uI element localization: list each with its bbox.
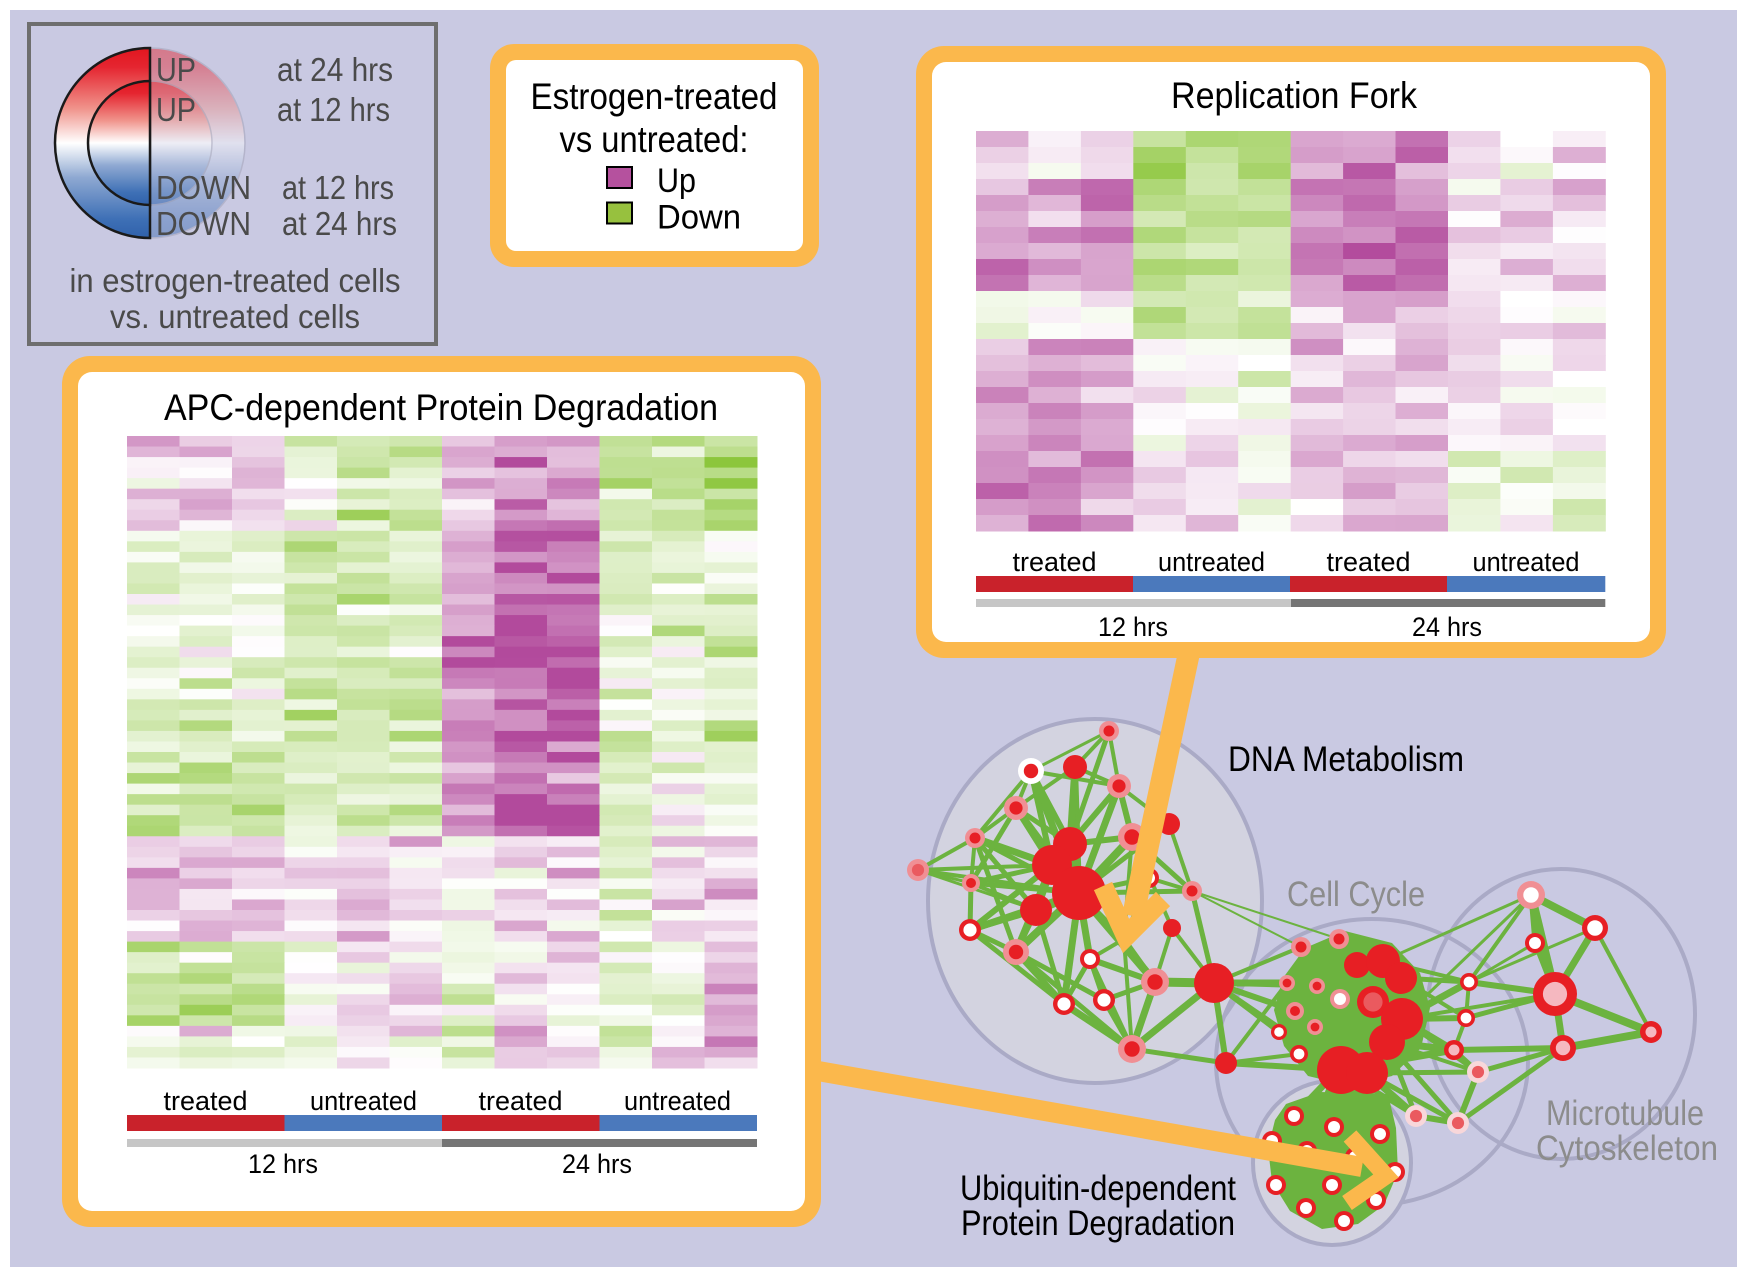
svg-text:vs. untreated cells: vs. untreated cells [110,298,360,335]
svg-text:24 hrs: 24 hrs [562,1149,632,1179]
svg-text:treated: treated [164,1086,248,1116]
svg-text:treated: treated [1013,547,1097,577]
svg-text:at 12 hrs: at 12 hrs [277,91,390,128]
svg-text:untreated: untreated [624,1086,731,1116]
svg-text:treated: treated [479,1086,563,1116]
svg-text:12 hrs: 12 hrs [248,1149,318,1179]
svg-text:DOWN: DOWN [156,205,251,242]
svg-text:at 12 hrs: at 12 hrs [282,169,394,206]
svg-text:vs untreated:: vs untreated: [560,119,749,160]
svg-text:treated: treated [1327,547,1411,577]
svg-text:UP: UP [156,91,196,128]
svg-text:DOWN: DOWN [156,169,251,206]
svg-text:Protein Degradation: Protein Degradation [961,1204,1235,1243]
svg-text:Cell Cycle: Cell Cycle [1287,875,1425,914]
svg-text:untreated: untreated [1158,547,1265,577]
svg-text:Up: Up [657,162,696,200]
svg-text:DNA Metabolism: DNA Metabolism [1228,740,1464,779]
svg-text:at 24 hrs: at 24 hrs [282,205,397,242]
svg-text:Ubiquitin-dependent: Ubiquitin-dependent [960,1169,1236,1208]
svg-text:at 24 hrs: at 24 hrs [277,51,393,88]
svg-text:Cytoskeleton: Cytoskeleton [1536,1129,1718,1168]
svg-text:12 hrs: 12 hrs [1098,612,1168,642]
svg-text:Estrogen-treated: Estrogen-treated [531,76,778,117]
svg-text:untreated: untreated [1473,547,1580,577]
svg-text:APC-dependent Protein Degradat: APC-dependent Protein Degradation [164,387,718,428]
svg-text:Down: Down [657,199,741,237]
svg-text:UP: UP [156,51,196,88]
svg-text:24 hrs: 24 hrs [1412,612,1482,642]
svg-text:Replication Fork: Replication Fork [1171,75,1417,116]
svg-text:in estrogen-treated cells: in estrogen-treated cells [70,262,401,299]
svg-text:untreated: untreated [310,1086,417,1116]
svg-text:Microtubule: Microtubule [1546,1094,1704,1133]
